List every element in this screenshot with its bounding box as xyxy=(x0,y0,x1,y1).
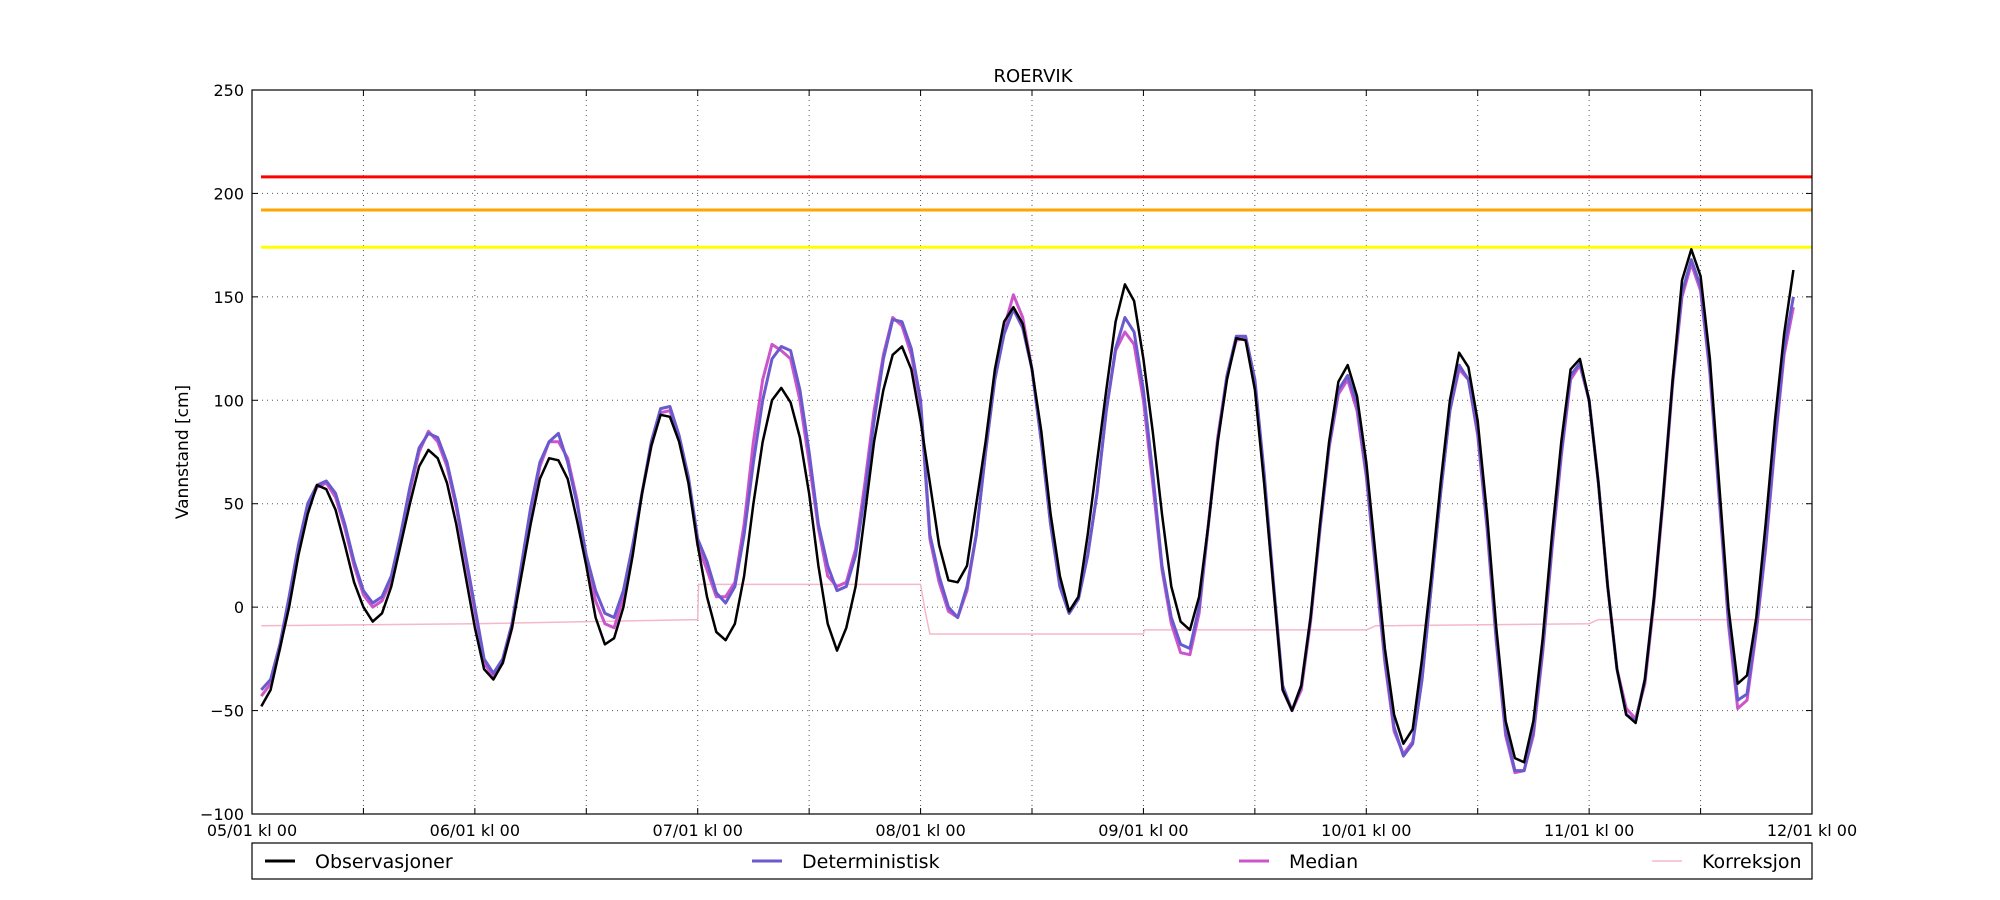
y-tick-label: 150 xyxy=(213,288,244,307)
y-tick-label: 50 xyxy=(224,495,244,514)
x-tick-label: 07/01 kl 00 xyxy=(653,821,743,840)
grid-layer xyxy=(252,90,1812,814)
series-line-korreksjon xyxy=(261,583,1812,635)
y-tick-label: 100 xyxy=(213,391,244,410)
y-tick-label: 0 xyxy=(234,598,244,617)
legend-label: Median xyxy=(1289,851,1358,873)
y-tick-label: 250 xyxy=(213,81,244,100)
series-line-observasjoner xyxy=(260,248,1795,764)
y-tick-label: −50 xyxy=(210,702,244,721)
series-line-median xyxy=(260,262,1795,775)
y-tick-label: 200 xyxy=(213,184,244,203)
chart-title: ROERVIK xyxy=(994,66,1074,87)
legend-label: Korreksjon xyxy=(1702,851,1802,873)
x-tick-label: 12/01 kl 00 xyxy=(1767,821,1857,840)
threshold-layer xyxy=(261,175,1812,249)
x-tick-label: 11/01 kl 00 xyxy=(1544,821,1634,840)
legend-frame xyxy=(251,842,1813,880)
x-tick-label: 10/01 kl 00 xyxy=(1321,821,1411,840)
x-axis: 05/01 kl 00 06/01 kl 00 07/01 kl 00 08/01 k… xyxy=(207,90,1857,840)
y-axis: −100 −50 0 50 100 150 200 250 xyxy=(200,81,1812,824)
y-axis-label: Vannstand [cm] xyxy=(173,385,193,519)
legend-label: Observasjoner xyxy=(315,851,453,873)
legend-label: Deterministisk xyxy=(802,851,940,873)
y-tick-label: −100 xyxy=(200,805,244,824)
x-tick-label: 05/01 kl 00 xyxy=(207,821,297,840)
x-tick-label: 08/01 kl 00 xyxy=(875,821,965,840)
series-layer xyxy=(260,248,1812,775)
legend: Observasjoner Deterministisk Median Korreks… xyxy=(251,842,1813,880)
x-tick-label: 09/01 kl 00 xyxy=(1098,821,1188,840)
x-tick-label: 06/01 kl 00 xyxy=(430,821,520,840)
